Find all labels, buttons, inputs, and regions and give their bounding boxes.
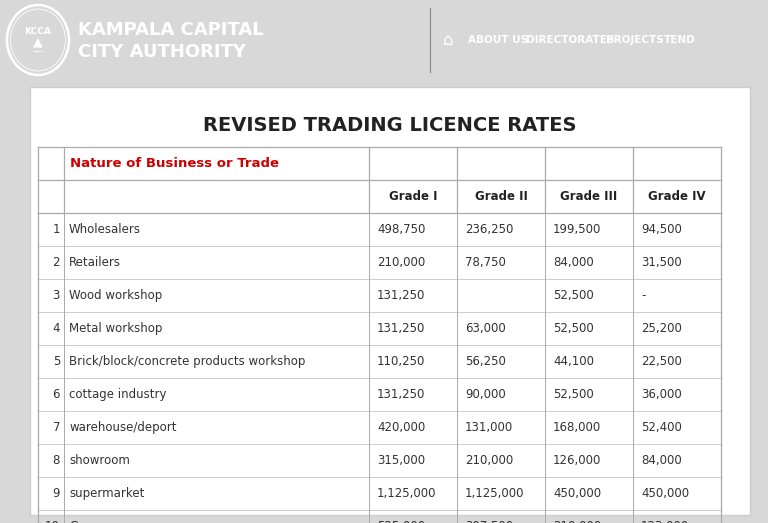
Text: 210,000: 210,000 [377,256,425,269]
Text: KCCA: KCCA [25,28,51,37]
Text: 10: 10 [45,520,60,523]
Text: 8: 8 [53,454,60,467]
Text: showroom: showroom [69,454,130,467]
Text: 498,750: 498,750 [377,223,425,236]
Text: 131,000: 131,000 [465,421,513,434]
Text: 4: 4 [52,322,60,335]
Text: 5: 5 [53,355,60,368]
Text: 236,250: 236,250 [465,223,513,236]
Text: Grade III: Grade III [561,190,617,203]
Text: 126,000: 126,000 [553,454,601,467]
Text: 9: 9 [52,487,60,500]
Text: 52,500: 52,500 [553,388,594,401]
Text: 7: 7 [52,421,60,434]
Text: 3: 3 [53,289,60,302]
Text: 84,000: 84,000 [641,454,682,467]
Text: Retailers: Retailers [69,256,121,269]
Text: 52,500: 52,500 [553,289,594,302]
Text: 44,100: 44,100 [553,355,594,368]
Text: 90,000: 90,000 [465,388,506,401]
Text: 110,250: 110,250 [377,355,425,368]
Text: ⌂: ⌂ [442,31,453,49]
Text: 131,250: 131,250 [377,289,425,302]
Text: 168,000: 168,000 [553,421,601,434]
Text: supermarket: supermarket [69,487,144,500]
Text: 123,000: 123,000 [641,520,689,523]
Text: 210,000: 210,000 [465,454,513,467]
Text: 22,500: 22,500 [641,355,682,368]
Text: Wood workshop: Wood workshop [69,289,162,302]
Text: PROJECTS: PROJECTS [606,35,664,45]
Text: Wholesalers: Wholesalers [69,223,141,236]
Text: 315,000: 315,000 [377,454,425,467]
Text: 1,125,000: 1,125,000 [465,487,525,500]
Text: DIRECTORATES: DIRECTORATES [526,35,614,45]
Text: 525,000: 525,000 [377,520,425,523]
Text: 450,000: 450,000 [553,487,601,500]
Text: Brick/block/concrete products workshop: Brick/block/concrete products workshop [69,355,306,368]
Text: 1,125,000: 1,125,000 [377,487,436,500]
Text: 2: 2 [52,256,60,269]
Text: 210,000: 210,000 [553,520,601,523]
Text: 78,750: 78,750 [465,256,506,269]
Text: 6: 6 [52,388,60,401]
Text: 84,000: 84,000 [553,256,594,269]
Text: 36,000: 36,000 [641,388,682,401]
Text: Grade IV: Grade IV [648,190,706,203]
Text: 56,250: 56,250 [465,355,506,368]
Text: 52,400: 52,400 [641,421,682,434]
Text: 307,500: 307,500 [465,520,513,523]
Text: 94,500: 94,500 [641,223,682,236]
Text: 25,200: 25,200 [641,322,682,335]
Text: Grade I: Grade I [389,190,437,203]
Text: REVISED TRADING LICENCE RATES: REVISED TRADING LICENCE RATES [204,116,577,134]
Text: Metal workshop: Metal workshop [69,322,162,335]
Text: ▲: ▲ [33,36,43,49]
Text: ABOUT US: ABOUT US [468,35,528,45]
Text: 420,000: 420,000 [377,421,425,434]
Text: Nature of Business or Trade: Nature of Business or Trade [70,157,279,170]
Text: 31,500: 31,500 [641,256,682,269]
Text: Grade II: Grade II [475,190,528,203]
Text: -: - [641,289,645,302]
Text: Grocery: Grocery [69,520,116,523]
Text: 199,500: 199,500 [553,223,601,236]
Text: TEND: TEND [664,35,696,45]
Text: 1: 1 [52,223,60,236]
Text: 131,250: 131,250 [377,388,425,401]
Text: 52,500: 52,500 [553,322,594,335]
Text: ━━━━: ━━━━ [33,50,43,54]
Text: 450,000: 450,000 [641,487,689,500]
Text: KAMPALA CAPITAL: KAMPALA CAPITAL [78,21,263,39]
Text: 131,250: 131,250 [377,322,425,335]
Text: CITY AUTHORITY: CITY AUTHORITY [78,43,246,61]
Text: cottage industry: cottage industry [69,388,167,401]
Text: warehouse/deport: warehouse/deport [69,421,177,434]
Text: 63,000: 63,000 [465,322,506,335]
